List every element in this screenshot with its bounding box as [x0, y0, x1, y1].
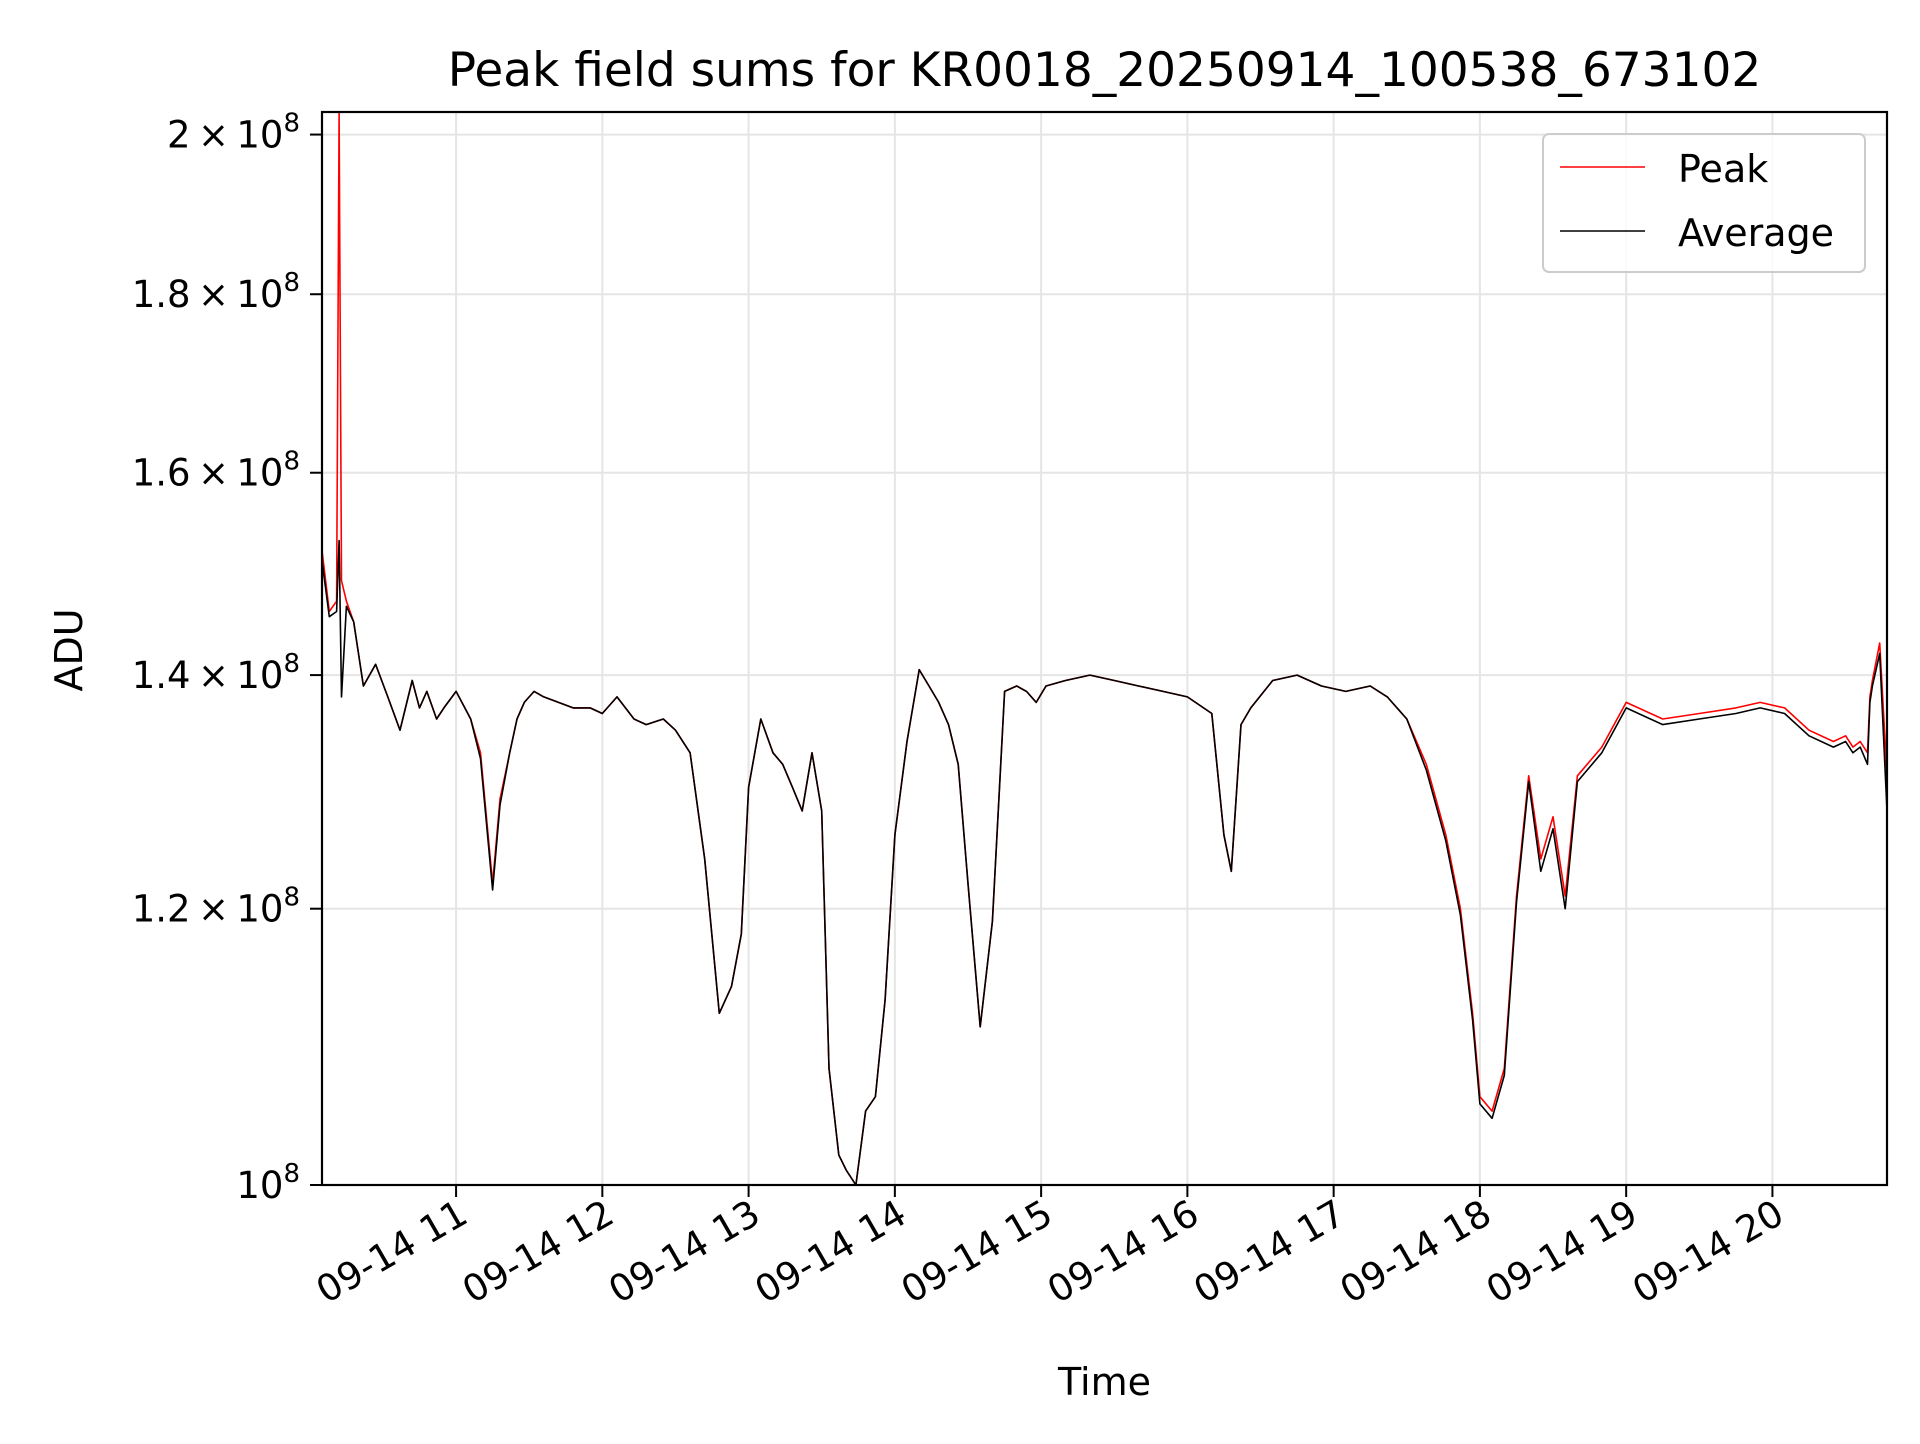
y-tick-label: 2 × 108	[167, 109, 300, 157]
series-layer	[322, 112, 1887, 1185]
y-axis-label: ADU	[47, 608, 91, 691]
legend-box	[1542, 133, 1866, 273]
y-tick-label: 1.8 × 108	[132, 268, 300, 316]
average-series-line	[322, 539, 1887, 1185]
plot-frame	[320, 110, 1889, 1187]
y-tick-label: 1.2 × 108	[132, 883, 300, 931]
legend-peak-label: Peak	[1678, 147, 1768, 191]
legend: Peak Average	[1542, 133, 1866, 273]
y-tick-label: 1.6 × 108	[132, 447, 300, 495]
legend-average-label: Average	[1678, 211, 1834, 255]
chart-title: Peak field sums for KR0018_20250914_1005…	[448, 43, 1762, 98]
grid-layer	[322, 112, 1887, 1185]
x-axis-label: Time	[1057, 1360, 1151, 1404]
y-tick-label: 1.4 × 108	[132, 649, 300, 697]
